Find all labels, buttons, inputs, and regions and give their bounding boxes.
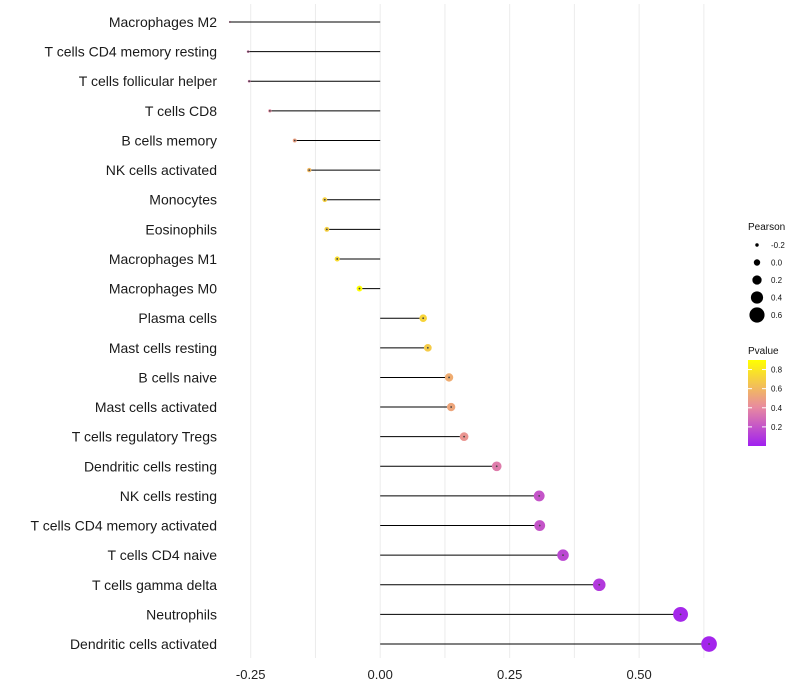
category-label: T cells CD4 memory resting [45, 44, 217, 60]
color-legend-label: 0.6 [771, 385, 783, 394]
size-legend-title: Pearson [748, 222, 785, 233]
category-label: T cells gamma delta [92, 577, 217, 593]
size-legend-key [755, 243, 759, 247]
category-labels: Macrophages M2 T cells CD4 memory resting… [31, 14, 218, 652]
grid-lines [250, 4, 705, 659]
category-label: Dendritic cells activated [70, 636, 217, 652]
data-point-center [268, 109, 271, 112]
lollipop-points [228, 20, 717, 652]
size-legend-label: -0.2 [771, 241, 785, 250]
category-label: T cells regulatory Tregs [72, 429, 217, 445]
category-label: T cells follicular helper [79, 73, 218, 89]
data-point-center [336, 258, 339, 260]
x-tick-label: 0.25 [497, 667, 522, 682]
size-legend-label: 0.4 [771, 294, 783, 303]
size-legend-label: 0.0 [771, 259, 783, 268]
data-point-center [495, 465, 498, 468]
size-legend-label: 0.2 [771, 276, 783, 285]
size-legend-key [750, 291, 764, 304]
category-label: Plasma cells [138, 310, 217, 326]
category-label: Macrophages M1 [109, 251, 217, 267]
size-legend-key [752, 275, 762, 285]
color-legend-label: 0.8 [771, 366, 783, 375]
category-label: Macrophages M0 [109, 281, 217, 297]
size-legend-key [749, 307, 765, 323]
category-label: T cells CD4 memory activated [31, 518, 217, 534]
data-point-center [293, 139, 296, 142]
data-point-center [248, 80, 251, 83]
data-point-center [325, 228, 328, 231]
x-axis-ticks: -0.25 0.00 0.25 0.50 [236, 667, 652, 682]
lollipop-stems [230, 21, 710, 645]
category-label: Monocytes [149, 192, 217, 208]
color-legend-label: 0.2 [771, 423, 783, 432]
data-point-center [538, 495, 541, 497]
category-label: Neutrophils [146, 606, 217, 622]
data-point-center [358, 287, 361, 290]
color-legend: Pvalue 0.8 0.6 0.4 0.2 [748, 346, 783, 446]
data-point-center [679, 613, 682, 616]
data-point-center [308, 169, 311, 172]
data-point-center [538, 524, 541, 527]
size-legend: Pearson -0.2 0.0 0.2 0.4 0.6 [748, 222, 785, 323]
category-label: Eosinophils [145, 221, 217, 237]
color-legend-title: Pvalue [748, 346, 779, 357]
data-point-center [422, 317, 425, 320]
data-point-center [247, 50, 250, 53]
category-label: Mast cells activated [95, 399, 217, 415]
pvalue-colorbar [748, 360, 766, 446]
category-label: B cells memory [121, 132, 217, 148]
category-label: Dendritic cells resting [84, 458, 217, 474]
data-point-center [708, 643, 710, 645]
data-point-center [229, 21, 231, 23]
data-point-center [448, 376, 450, 379]
data-point-center [426, 346, 429, 349]
data-point-center [450, 406, 453, 408]
category-label: Macrophages M2 [109, 14, 217, 30]
x-tick-label: 0.00 [368, 667, 393, 682]
color-legend-label: 0.4 [771, 404, 783, 413]
category-label: NK cells resting [120, 488, 217, 504]
category-label: NK cells activated [106, 162, 217, 178]
size-legend-label: 0.6 [771, 311, 783, 320]
data-point-center [598, 583, 601, 586]
category-label: Mast cells resting [109, 340, 217, 356]
category-label: T cells CD8 [145, 103, 217, 119]
data-point-center [323, 198, 326, 201]
x-tick-label: -0.25 [236, 667, 266, 682]
data-point-center [463, 435, 465, 438]
category-label: T cells CD4 naive [108, 547, 218, 563]
data-point-center [562, 554, 564, 557]
category-label: B cells naive [138, 369, 217, 385]
x-tick-label: 0.50 [626, 667, 651, 682]
size-legend-key [753, 259, 761, 266]
